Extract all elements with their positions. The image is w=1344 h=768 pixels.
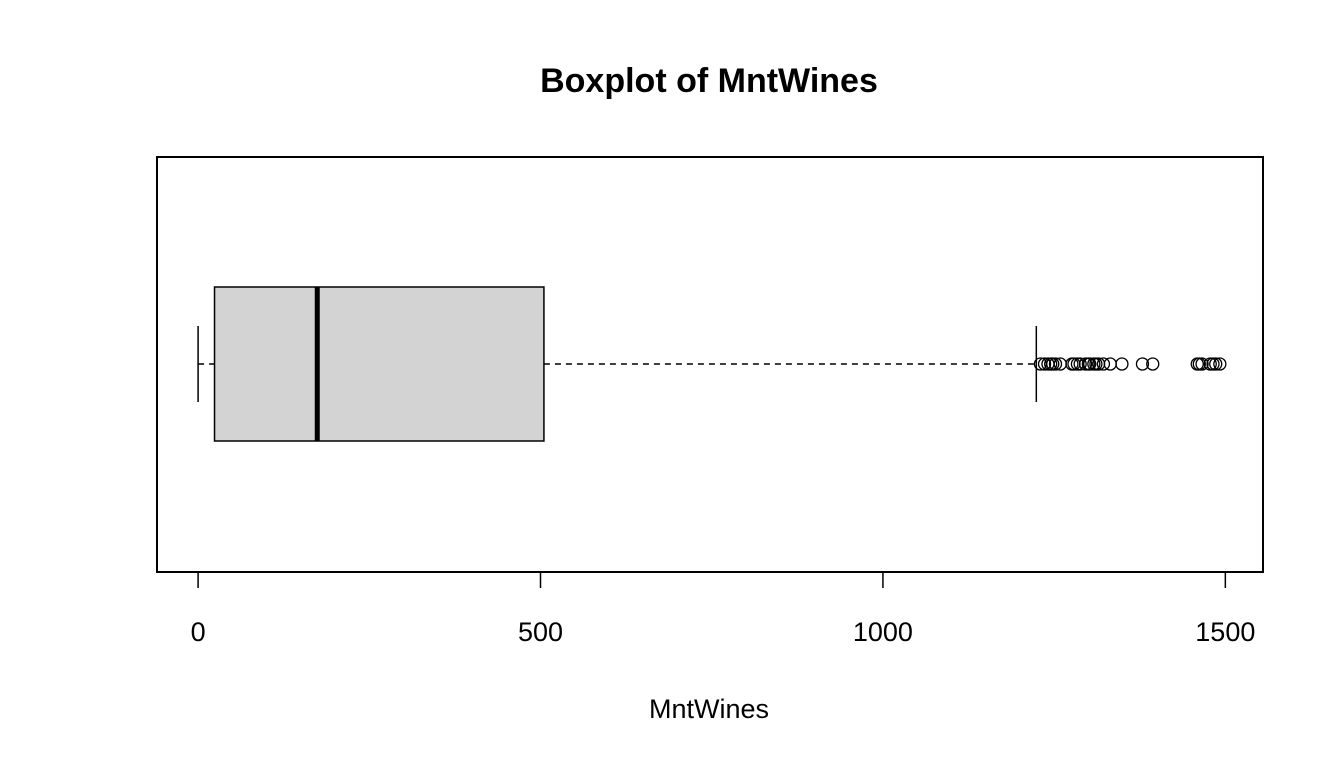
outlier-point [1213, 357, 1227, 371]
outlier-point [1135, 357, 1150, 371]
outlier-point [1103, 357, 1117, 371]
x-tick-label: 0 [191, 617, 206, 647]
outlier-point [1146, 357, 1160, 371]
x-axis-label: MntWines [649, 694, 769, 724]
outlier-point [1073, 357, 1087, 371]
outlier-point [1195, 357, 1209, 371]
outlier-point [1209, 357, 1223, 371]
outlier-point [1115, 357, 1129, 371]
outlier-point [1083, 357, 1097, 371]
x-tick-label: 1000 [853, 617, 913, 647]
boxplot-marks [197, 286, 1227, 442]
outlier-point [1096, 357, 1111, 371]
iqr-box [213, 286, 545, 442]
outlier-point [1037, 357, 1052, 371]
x-axis: 0 500 1000 1500 [191, 571, 1255, 647]
x-tick-label: 1500 [1195, 617, 1255, 647]
x-tick-label: 500 [518, 617, 563, 647]
outlier-point [1206, 357, 1220, 371]
outlier-point [1048, 357, 1063, 371]
chart-title: Boxplot of MntWines [540, 62, 878, 100]
